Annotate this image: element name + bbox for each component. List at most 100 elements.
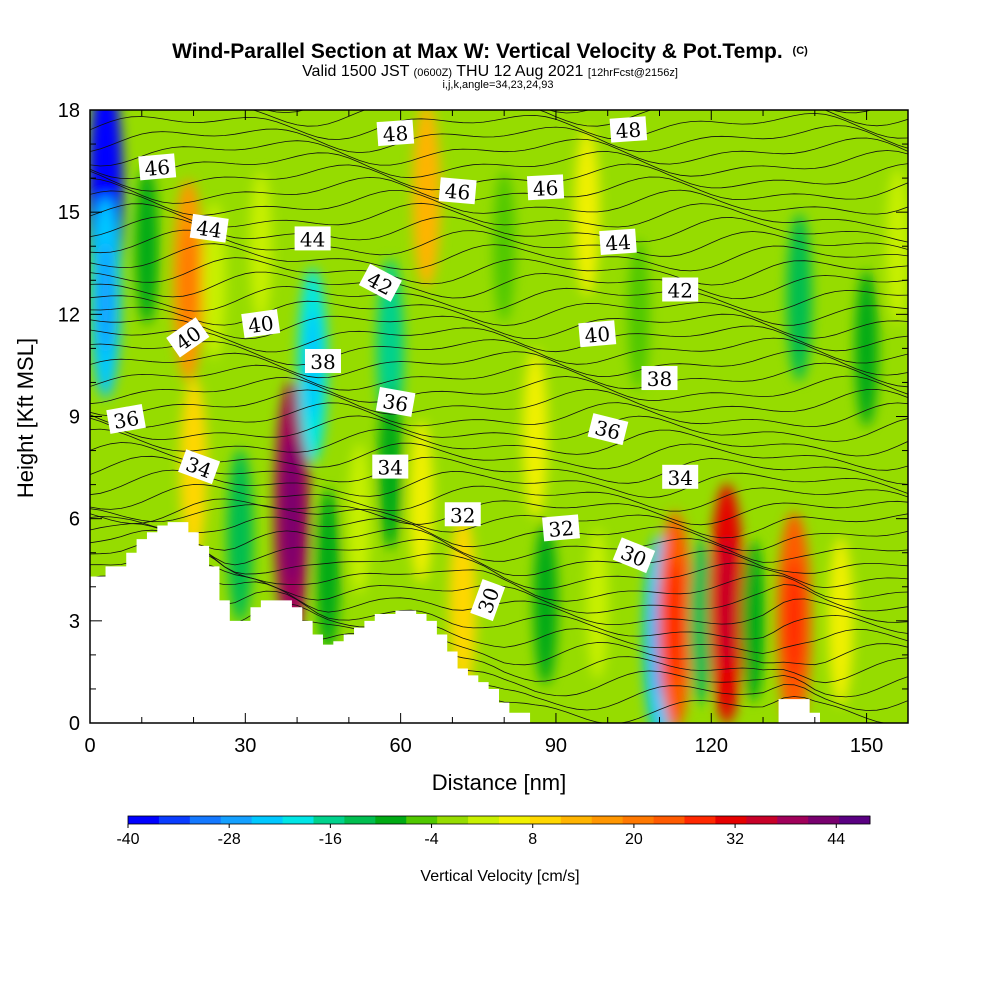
contour-label-text: 34 (667, 466, 692, 490)
isentrope-line (90, 163, 908, 192)
isentrope-line (90, 484, 908, 512)
colorbar-tick-label: -4 (424, 831, 438, 848)
isentrope-line (90, 537, 908, 590)
contour-label-3: 48 (376, 119, 415, 147)
x-axis-label: Distance [nm] (432, 770, 567, 795)
isentrope-line (90, 325, 908, 353)
colorbar-swatch (839, 816, 871, 824)
contour-label-text: 38 (310, 350, 335, 374)
isentrope-line (90, 469, 908, 498)
colorbar-swatch (344, 816, 376, 824)
y-tick-label: 6 (69, 509, 80, 531)
contour-label-2: 44 (294, 226, 331, 251)
contour-label-text: 32 (450, 503, 475, 527)
velocity-cell-19 (533, 522, 558, 686)
chart-title: Wind-Parallel Section at Max W: Vertical… (172, 40, 808, 63)
contour-label-text: 44 (605, 230, 632, 256)
colorbar-swatch (375, 816, 407, 824)
contour-label-text: 36 (592, 415, 623, 444)
contour-label-15: 36 (106, 403, 146, 434)
isentrope-line (90, 362, 908, 391)
velocity-cell-25 (688, 536, 714, 705)
chart-params: i,j,k,angle=34,23,24,93 (442, 79, 553, 91)
colorbar-swatch (653, 816, 685, 824)
isentrope-line (90, 428, 908, 457)
colorbar-swatch (251, 816, 284, 824)
isentrope-line (90, 243, 908, 272)
colorbar-swatch (499, 816, 531, 824)
colorbar-tick-label: 44 (827, 831, 845, 848)
isentrope-line (90, 176, 908, 204)
isentrope-line (90, 300, 908, 326)
contour-label-text: 40 (584, 322, 611, 348)
contour-label-14: 38 (641, 366, 678, 391)
colorbar-swatch (529, 816, 562, 824)
y-tick-label: 12 (58, 304, 80, 326)
velocity-cell-15 (409, 420, 434, 583)
colorbar-swatch (622, 816, 655, 824)
velocity-cell-2 (135, 167, 159, 325)
velocity-cell-30 (828, 536, 854, 705)
contour-label-18: 34 (178, 449, 221, 485)
contour-label-text: 46 (532, 176, 559, 201)
x-tick-label: 60 (390, 735, 412, 757)
colorbar-swatch (777, 816, 809, 824)
isentrope-line (90, 189, 908, 216)
chart-subtitle: Valid 1500 JST (0600Z) THU 12 Aug 2021 [… (302, 63, 678, 80)
velocity-cell-17 (493, 170, 516, 322)
colorbar-tick-label: -16 (319, 831, 342, 848)
colorbar-swatch (468, 816, 500, 824)
velocity-cell-6 (227, 448, 254, 623)
contour-label-7: 44 (599, 228, 637, 256)
velocity-core-26 (718, 537, 736, 671)
contour-label-text: 44 (300, 227, 325, 251)
contour-label-text: 46 (444, 179, 471, 205)
colorbar-swatch (313, 816, 345, 824)
contour-label-6: 48 (609, 116, 648, 144)
contour-label-12: 40 (578, 320, 617, 348)
velocity-cell-11 (348, 443, 371, 595)
contour-label-text: 36 (381, 389, 410, 417)
potential-temperature-contours (90, 110, 908, 723)
x-tick-label: 90 (545, 735, 567, 757)
y-tick-label: 18 (58, 100, 80, 122)
isentrope-line (90, 523, 908, 563)
velocity-cell-21 (586, 528, 609, 680)
colorbar-swatch (189, 816, 222, 824)
isentrope-line (90, 388, 908, 417)
colorbar-swatch (282, 816, 314, 824)
velocity-cell-16 (449, 514, 477, 694)
contour-label-text: 48 (615, 118, 642, 144)
contour-label-17: 36 (587, 413, 629, 446)
y-tick-label: 15 (58, 202, 80, 224)
x-tick-label: 120 (695, 735, 728, 757)
contour-label-0: 46 (138, 153, 177, 181)
x-tick-label: 0 (84, 735, 95, 757)
contour-label-text: 38 (647, 367, 672, 391)
isentrope-line (90, 125, 908, 154)
isentrope-line (90, 229, 908, 257)
colorbar-tick-label: 32 (726, 831, 744, 848)
y-tick-label: 9 (69, 407, 80, 429)
isentrope-line (90, 350, 908, 379)
isentrope-line (90, 498, 908, 526)
y-tick-label: 0 (69, 713, 80, 735)
isentrope-line (90, 455, 908, 485)
x-tick-label: 150 (850, 735, 883, 757)
colorbar-swatch (746, 816, 778, 824)
isentrope-line (90, 285, 908, 313)
contour-label-text: 44 (195, 216, 224, 243)
velocity-cell-14 (412, 110, 441, 288)
contour-label-16: 36 (375, 386, 416, 417)
contour-label-text: 40 (247, 311, 276, 338)
isentrope-line (90, 415, 908, 442)
colorbar-swatch (406, 816, 438, 824)
isentrope-line (90, 516, 908, 552)
isentrope-line (90, 271, 908, 300)
isentrope-line (90, 137, 908, 167)
velocity-core-28 (785, 560, 803, 681)
contour-label-1: 44 (189, 213, 229, 243)
colorbar-swatch (715, 816, 747, 824)
